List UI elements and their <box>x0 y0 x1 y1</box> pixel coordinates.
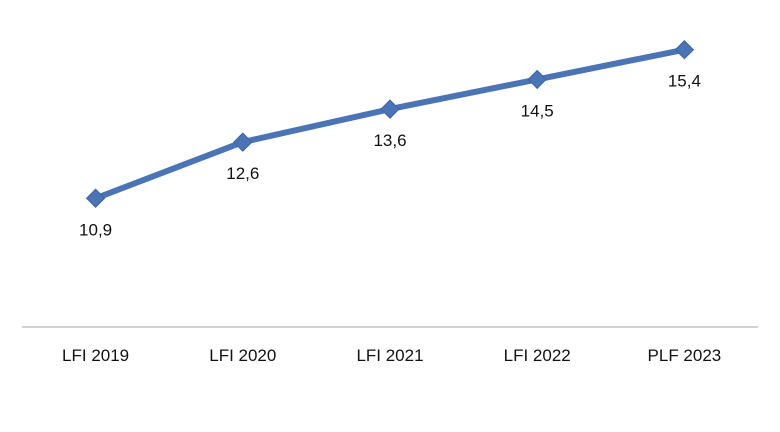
x-tick-label: LFI 2019 <box>62 346 129 365</box>
data-point-marker <box>527 69 547 90</box>
data-point-marker <box>233 132 253 152</box>
data-point-marker <box>380 99 400 119</box>
x-tick-label: LFI 2020 <box>209 346 276 365</box>
data-label: 12,6 <box>226 164 259 183</box>
series-line <box>92 46 688 202</box>
x-tick-labels: LFI 2019 LFI 2020 LFI 2021 LFI 2022 PLF 2023 <box>62 346 721 365</box>
data-point-marker <box>85 188 106 208</box>
x-tick-label: PLF 2023 <box>648 346 722 365</box>
data-labels-group: 10,9 12,6 13,6 14,5 15,4 <box>79 72 701 240</box>
data-label: 15,4 <box>668 72 701 91</box>
series-group <box>92 46 688 202</box>
data-point-marker <box>674 40 695 60</box>
x-tick-label: LFI 2022 <box>504 346 571 365</box>
data-label: 14,5 <box>521 101 554 120</box>
data-label: 13,6 <box>373 131 406 150</box>
x-tick-label: LFI 2021 <box>356 346 423 365</box>
data-label: 10,9 <box>79 220 112 239</box>
markers-group <box>85 40 695 208</box>
